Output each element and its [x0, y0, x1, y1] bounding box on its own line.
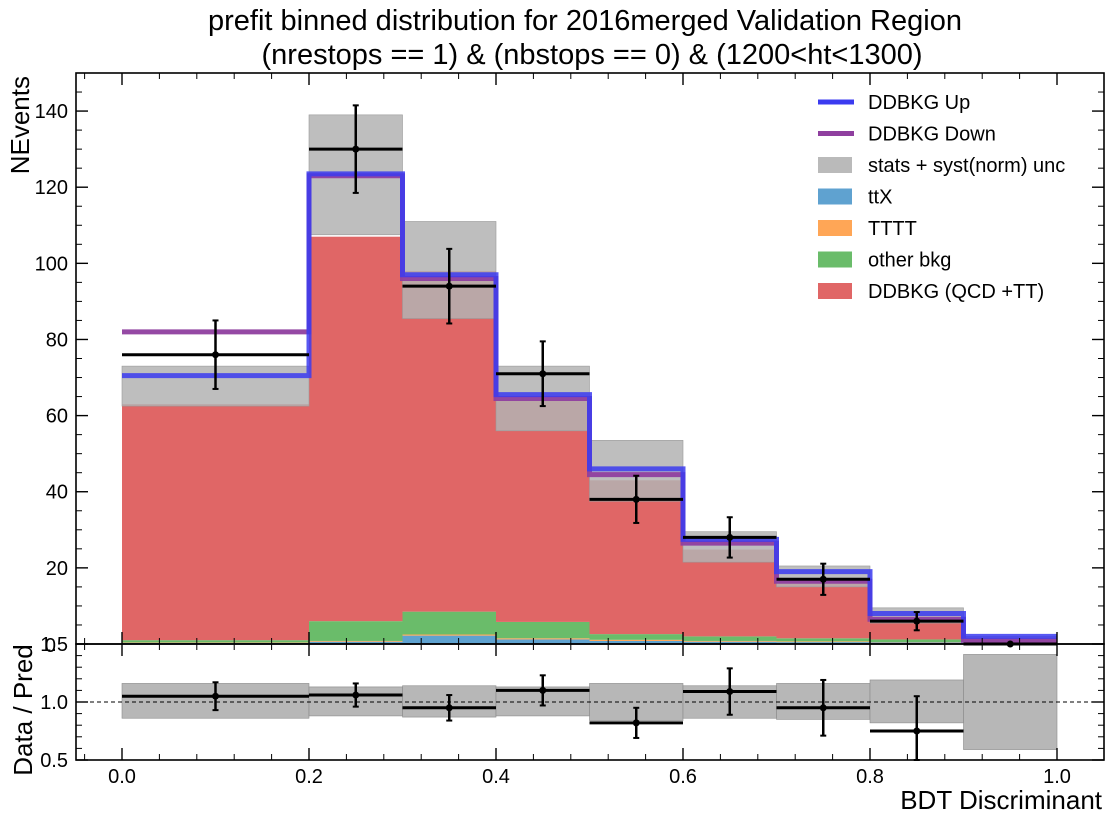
- ratio-point: [352, 691, 360, 699]
- legend-patch-swatch: [818, 251, 852, 268]
- top-axis-corner-label: 0: [45, 635, 56, 657]
- x-tick-label: 0.2: [295, 766, 323, 788]
- ratio-point: [445, 704, 453, 712]
- x-tick-label: 0.0: [108, 766, 136, 788]
- data-point: [212, 351, 219, 359]
- stack-bar-ddbkg-qcd-tt-: [309, 236, 403, 622]
- stack-bar-tttt: [589, 639, 683, 641]
- stack-bar-ttx: [683, 641, 777, 644]
- x-tick-label: 0.8: [856, 766, 884, 788]
- stack-bar-ttx: [496, 639, 590, 644]
- stack-bar-other-bkg: [122, 640, 309, 643]
- ratio-point: [212, 692, 219, 700]
- stack-bar-tttt: [496, 638, 590, 640]
- plot-area: 20 40 60 80 100 120 140 0.5 1.0 1.5 0.0 0.2 0.4 0.6 0.…: [35, 72, 1105, 788]
- x-tick-label: 1.0: [1043, 766, 1071, 788]
- legend-patch-swatch: [818, 283, 852, 299]
- legend-patch-swatch: [818, 157, 852, 173]
- stack-bar-other-bkg: [683, 636, 777, 641]
- y-tick-label-top: 100: [35, 253, 68, 275]
- ratio-point: [632, 719, 640, 727]
- stack-bar-ddbkg-qcd-tt-: [402, 270, 496, 612]
- y-tick-label-bottom: 0.5: [40, 750, 68, 772]
- y-tick-label-bottom: 1.5: [40, 634, 68, 656]
- stack-bar-other-bkg: [870, 639, 964, 643]
- data-point: [445, 282, 453, 290]
- stack-bar-ttx: [309, 641, 403, 644]
- ratio-point: [913, 727, 921, 735]
- y-tick-label-top: 80: [46, 329, 68, 351]
- stack-bar-ttx: [589, 640, 683, 644]
- stack-bar-other-bkg: [402, 611, 496, 635]
- y-tick-label-top: 60: [46, 406, 68, 428]
- ratio-point: [819, 704, 827, 712]
- y-tick-label-top: 140: [35, 101, 68, 123]
- stack-bar-tttt: [683, 640, 777, 642]
- x-axis-label: BDT Discriminant: [900, 785, 1103, 815]
- chart-title-line1: prefit binned distribution for 2016merge…: [208, 5, 962, 37]
- legend-label: DDBKG (QCD +TT): [868, 281, 1044, 303]
- legend-label: other bkg: [868, 250, 951, 272]
- y-axis-label-bottom: Data / Pred: [8, 644, 38, 776]
- stack-bar-ddbkg-qcd-tt-: [496, 398, 590, 622]
- stack-bar-other-bkg: [309, 621, 403, 641]
- y-axis-label-top: NEvents: [5, 76, 35, 174]
- data-point: [819, 575, 827, 583]
- ratio-point: [539, 686, 547, 694]
- ratio-point: [726, 688, 734, 696]
- data-point: [632, 495, 640, 503]
- x-tick-label: 0.4: [482, 766, 510, 788]
- legend-label: DDBKG Up: [868, 92, 970, 114]
- legend-label: stats + syst(norm) unc: [868, 155, 1065, 177]
- stack-bar-other-bkg: [776, 638, 870, 642]
- stack-bar-other-bkg: [589, 634, 683, 640]
- stack-bar-ttx: [776, 642, 870, 644]
- stack-bar-ddbkg-qcd-tt-: [683, 549, 777, 637]
- stack-bar-ttx: [402, 635, 496, 644]
- y-tick-label-top: 120: [35, 177, 68, 199]
- legend-label: TTTT: [868, 218, 917, 240]
- x-tick-label: 0.6: [669, 766, 697, 788]
- stack-bar-tttt: [402, 634, 496, 636]
- stack-bar-tttt: [776, 641, 870, 643]
- ddbkg-up-line: [122, 171, 1057, 639]
- y-tick-label-bottom: 1.0: [40, 692, 68, 714]
- data-point: [352, 145, 360, 153]
- legend-label: DDBKG Down: [868, 124, 996, 146]
- stack-bar-other-bkg: [496, 621, 590, 639]
- stack-bar-tttt: [309, 640, 403, 642]
- legend-label: ttX: [868, 187, 892, 209]
- y-tick-label-top: 20: [46, 558, 68, 580]
- data-point: [726, 533, 734, 541]
- stack-bar-ddbkg-qcd-tt-: [122, 404, 309, 641]
- legend-patch-swatch: [818, 220, 852, 236]
- data-point: [913, 617, 921, 625]
- chart-title-line2: (nrestops == 1) & (nbstops == 0) & (1200…: [262, 39, 923, 71]
- data-point: [539, 370, 547, 378]
- legend-patch-swatch: [818, 188, 852, 205]
- y-tick-label-top: 40: [46, 482, 68, 504]
